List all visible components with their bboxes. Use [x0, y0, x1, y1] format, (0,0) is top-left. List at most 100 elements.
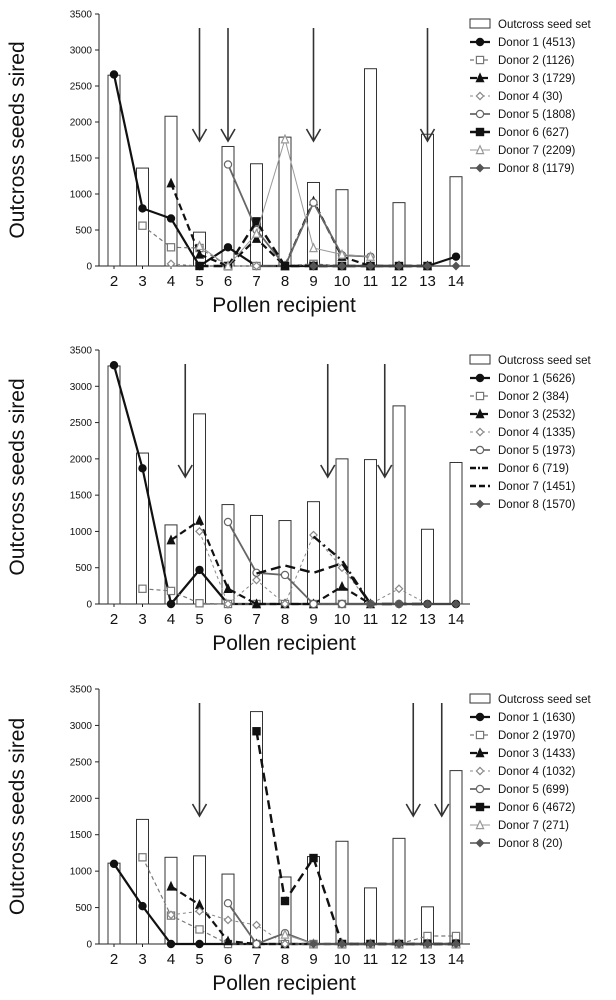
legend-item: Donor 1 (5626)	[470, 373, 576, 385]
series-point	[394, 584, 404, 594]
x-tick-label: 5	[195, 951, 203, 968]
series-point	[451, 599, 461, 609]
x-tick-label: 7	[252, 611, 260, 628]
legend-marker	[475, 144, 485, 155]
legend-item: Donor 7 (2209)	[470, 144, 576, 157]
x-tick-label: 12	[391, 951, 408, 968]
series-line	[141, 857, 456, 945]
series-line	[199, 531, 428, 605]
legend-label: Donor 8 (20)	[498, 838, 563, 850]
legend-marker	[475, 499, 485, 509]
y-tick-label: 0	[86, 262, 92, 273]
legend-label: Donor 5 (699)	[498, 784, 569, 796]
outcross-bar	[164, 856, 178, 945]
y-tick-label: 0	[86, 600, 92, 611]
series-point	[451, 939, 461, 949]
legend-marker	[475, 55, 485, 65]
series-point	[337, 939, 347, 949]
x-tick-label: 9	[309, 951, 317, 968]
series-point	[195, 261, 204, 271]
x-tick-label: 8	[281, 611, 289, 628]
legend-label: Outcross seed set	[498, 694, 591, 706]
legend-label: Donor 5 (1973)	[498, 445, 576, 457]
y-tick-label: 1500	[70, 830, 93, 841]
legend-marker	[475, 109, 485, 119]
series-donor-8	[366, 599, 461, 609]
legend-marker	[475, 747, 485, 758]
x-tick-label: 5	[195, 273, 203, 290]
legend-marker	[475, 391, 485, 401]
x-tick-label: 6	[224, 951, 232, 968]
legend-label: Donor 3 (1729)	[498, 73, 576, 85]
chart-panel-1: 0 500 1000 1500 2000 2500 3000 3500 Outcross see…	[6, 10, 591, 318]
legend-item: Outcross seed set	[469, 693, 591, 706]
legend-marker	[475, 72, 485, 83]
legend-label: Donor 4 (30)	[498, 91, 563, 103]
legend-label: Donor 2 (384)	[498, 391, 569, 403]
x-tick-label: 11	[363, 951, 379, 968]
outcross-bar	[307, 856, 320, 945]
legend-label: Donor 3 (2532)	[498, 409, 576, 421]
series-point	[138, 901, 147, 911]
x-tick-label: 14	[448, 273, 465, 290]
legend-label: Donor 2 (1126)	[498, 55, 575, 67]
legend-label: Donor 6 (719)	[498, 463, 569, 475]
x-tick-label: 2	[110, 951, 118, 968]
x-tick-label: 11	[363, 611, 379, 628]
y-tick-label: 2500	[70, 418, 93, 429]
x-tick-label: 4	[167, 951, 175, 968]
series-line	[169, 182, 428, 268]
y-tick-label: 0	[86, 940, 92, 951]
series-donor-8	[309, 939, 461, 949]
series-point	[308, 242, 319, 253]
series-point	[252, 575, 261, 585]
legend-label: Donor 7 (1451)	[498, 481, 576, 493]
y-tick-label: 3000	[70, 382, 93, 393]
series-point	[195, 939, 204, 949]
series-donor-5	[223, 160, 375, 271]
series-point	[394, 939, 404, 949]
legend-item: Donor 2 (1126)	[470, 55, 575, 67]
legend-marker	[475, 127, 485, 137]
y-tick-label: 3500	[70, 346, 93, 357]
series-point	[166, 910, 176, 920]
series-point	[451, 261, 461, 271]
series-point	[223, 517, 233, 527]
outcross-bar	[364, 68, 377, 267]
outcross-bar	[107, 365, 121, 605]
outcross-bar	[250, 514, 263, 605]
legend-item: Donor 6 (4672)	[470, 802, 576, 814]
series-point	[423, 261, 432, 271]
x-tick-label: 4	[167, 273, 175, 290]
series-point	[280, 939, 290, 949]
series-line	[170, 519, 372, 606]
series-point	[366, 939, 375, 949]
series-point	[337, 248, 347, 259]
outcross-bar	[421, 528, 434, 605]
series-point	[280, 896, 290, 906]
x-tick-label: 8	[281, 951, 289, 968]
series-point	[309, 599, 318, 609]
x-tick-label: 2	[110, 273, 118, 290]
legend-item: Outcross seed set	[469, 18, 591, 31]
x-tick-label: 3	[138, 951, 146, 968]
y-tick-label: 2000	[70, 454, 93, 465]
outcross-bar	[392, 837, 406, 945]
series-donor-2	[138, 853, 461, 949]
legend-item: Donor 4 (1032)	[470, 766, 576, 778]
legend-marker	[475, 445, 485, 455]
series-point	[280, 261, 290, 271]
x-tick-label: 8	[281, 273, 289, 290]
series-point	[138, 464, 147, 473]
arrow-annotation	[434, 703, 450, 818]
chart-panel-3: 0 500 1000 1500 2000 2500 3000 3500 Outcross see…	[6, 685, 591, 996]
series-point	[166, 259, 176, 269]
legend-label: Donor 7 (2209)	[498, 145, 576, 157]
outcross-bar	[107, 862, 121, 945]
y-tick-label: 500	[75, 563, 92, 574]
series-point	[451, 252, 461, 261]
legend-label: Donor 5 (1808)	[498, 109, 576, 121]
legend-item: Donor 4 (1335)	[470, 427, 576, 439]
legend-marker	[475, 373, 485, 383]
legend-marker	[475, 730, 485, 740]
